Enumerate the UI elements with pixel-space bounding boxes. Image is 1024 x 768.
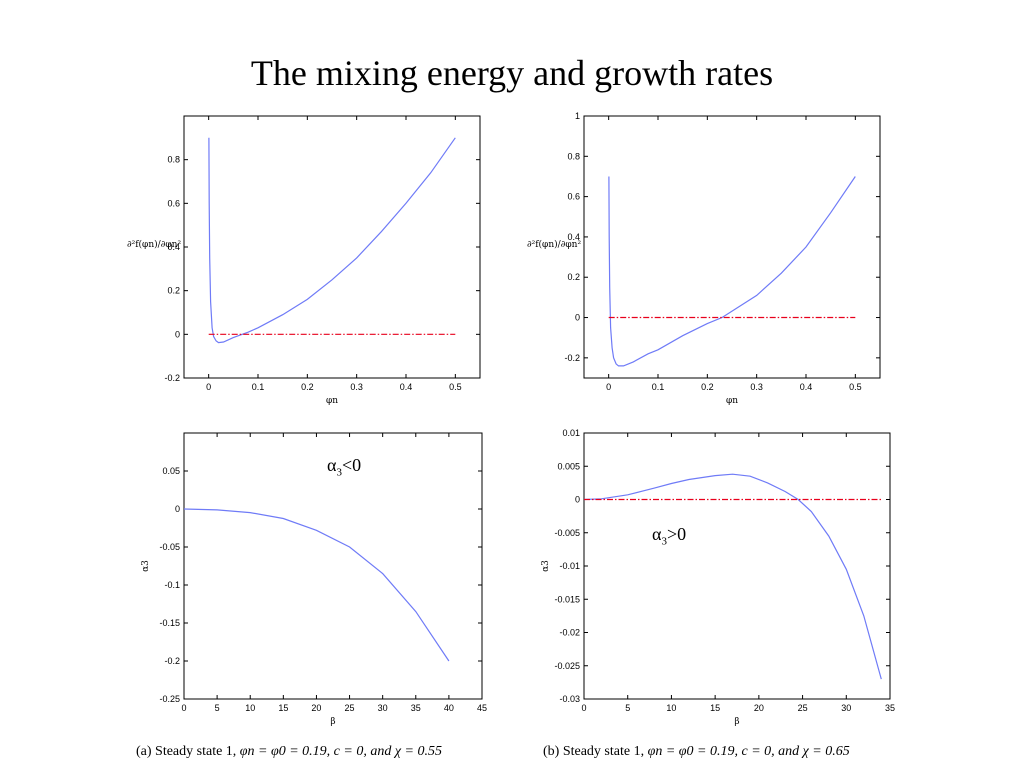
x-tick-label: 30: [378, 703, 388, 713]
x-axis-label: β: [734, 717, 739, 727]
x-axis-label: φn: [326, 396, 338, 406]
x-tick-label: 0.1: [652, 382, 665, 392]
y-tick-label: -0.2: [564, 353, 580, 363]
y-tick-label: 0.01: [562, 428, 580, 438]
y-axis-label: α3: [541, 560, 551, 572]
x-tick-label: 20: [754, 703, 764, 713]
x-tick-label: 25: [345, 703, 355, 713]
y-tick-label: -0.025: [554, 661, 580, 671]
x-tick-label: 0.5: [849, 382, 862, 392]
x-tick-label: 0.5: [449, 382, 462, 392]
y-tick-label: -0.2: [164, 656, 180, 666]
x-tick-label: 10: [245, 703, 255, 713]
x-tick-label: 30: [841, 703, 851, 713]
series-curve: [183, 508, 450, 662]
plot-frame: [183, 432, 483, 700]
x-tick-label: 0.3: [350, 382, 363, 392]
y-tick-label: 0.8: [567, 151, 580, 161]
x-tick-label: 15: [710, 703, 720, 713]
x-tick-label: 0.4: [800, 382, 813, 392]
y-axis-label: ∂²f(φn)/∂φn²: [127, 239, 181, 250]
x-tick-label: 0.4: [400, 382, 413, 392]
plot-a-top: 0 0.1 0.2 0.3 0.4 0.5 -0.2 0 0.2 0.4 0.6 0.8 φn ∂²f(φ…: [127, 115, 481, 406]
x-tick-label: 5: [215, 703, 220, 713]
y-tick-label: -0.05: [159, 542, 180, 552]
y-tick-label: 0.4: [167, 242, 180, 252]
x-tick-label: 35: [885, 703, 895, 713]
y-tick-label: -0.005: [554, 528, 580, 538]
y-tick-label: 1: [575, 111, 580, 121]
plot-frame: [183, 115, 481, 379]
y-tick-label: 0.2: [167, 286, 180, 296]
x-tick-label: 10: [666, 703, 676, 713]
y-tick-label: 0: [175, 329, 180, 339]
x-tick-label: 0: [581, 703, 586, 713]
y-tick-label: 0.6: [167, 198, 180, 208]
y-tick-label: -0.02: [559, 628, 580, 638]
y-tick-label: -0.15: [159, 618, 180, 628]
x-tick-label: 0: [606, 382, 611, 392]
y-tick-label: -0.1: [164, 580, 180, 590]
y-axis-label: α3: [141, 560, 151, 572]
y-tick-label: 0.005: [557, 461, 580, 471]
y-tick-label: -0.015: [554, 594, 580, 604]
caption-a: (a) Steady state 1, φn = φ0 = 0.19, c = …: [136, 744, 442, 759]
y-tick-label: 0.05: [162, 466, 180, 476]
y-tick-label: 0.2: [567, 272, 580, 282]
x-tick-label: 20: [311, 703, 321, 713]
annotation-alpha3-positive: α3>0: [652, 524, 687, 548]
series-curve: [208, 137, 456, 344]
plot-a-bottom: 0 5 10 15 20 25 30 35 40 45 -0.25 -0.2 -0.15 -0.1 -0.0…: [141, 432, 487, 727]
x-tick-label: 0: [181, 703, 186, 713]
y-tick-label: 0: [575, 313, 580, 323]
x-axis-label: β: [330, 717, 335, 727]
y-axis-label: ∂²f(φn)/∂φn²: [527, 239, 581, 250]
x-tick-label: 5: [625, 703, 630, 713]
x-tick-label: 0: [206, 382, 211, 392]
y-tick-label: -0.01: [559, 561, 580, 571]
y-tick-label: 0: [575, 495, 580, 505]
y-tick-label: -0.03: [559, 694, 580, 704]
plot-b-top: 0 0.1 0.2 0.3 0.4 0.5 -0.2 0 0.2 0.4 0.6 0.8 1 φn ∂²f(…: [527, 111, 881, 406]
y-tick-label: -0.25: [159, 694, 180, 704]
series-curve: [608, 176, 856, 367]
x-axis-label: φn: [726, 396, 738, 406]
plot-b-bottom: 0 5 10 15 20 25 30 35 -0.03 -0.025 -0.02 -0.015 -0.0…: [541, 428, 895, 727]
y-tick-label: 0.8: [167, 155, 180, 165]
y-tick-label: -0.2: [164, 373, 180, 383]
x-tick-label: 35: [411, 703, 421, 713]
x-tick-label: 0.2: [701, 382, 714, 392]
x-tick-label: 40: [444, 703, 454, 713]
x-tick-label: 0.3: [750, 382, 763, 392]
x-tick-label: 15: [278, 703, 288, 713]
y-tick-label: 0.4: [567, 232, 580, 242]
y-tick-label: 0.6: [567, 192, 580, 202]
caption-b: (b) Steady state 1, φn = φ0 = 0.19, c = …: [543, 744, 850, 759]
slide-title: The mixing energy and growth rates: [250, 53, 774, 93]
y-tick-label: 0: [175, 504, 180, 514]
x-tick-label: 0.1: [252, 382, 265, 392]
plot-frame: [583, 115, 881, 379]
x-tick-label: 0.2: [301, 382, 314, 392]
series-curve: [583, 473, 882, 680]
x-tick-label: 25: [798, 703, 808, 713]
annotation-alpha3-negative: α3<0: [327, 455, 362, 479]
x-tick-label: 45: [477, 703, 487, 713]
